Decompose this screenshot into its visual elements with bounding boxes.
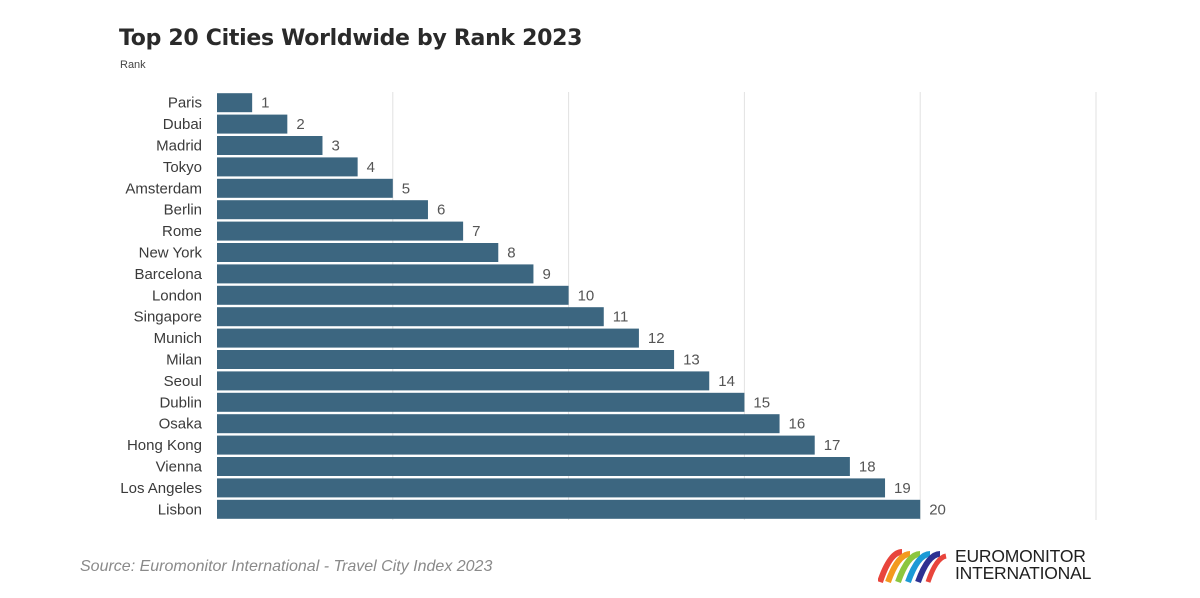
category-label: London (152, 287, 202, 304)
category-label: Hong Kong (127, 437, 202, 454)
category-label: Barcelona (134, 266, 202, 283)
value-label: 4 (367, 159, 375, 176)
value-label: 7 (472, 223, 480, 240)
bar (217, 157, 358, 177)
logo-line-1: EUROMONITOR (955, 546, 1086, 566)
category-label: Berlin (164, 202, 202, 219)
category-label: Tokyo (163, 159, 202, 176)
bar (217, 136, 323, 155)
bar (217, 243, 499, 262)
bar (217, 178, 393, 198)
source-note: Source: Euromonitor International - Trav… (80, 558, 493, 575)
bar (217, 221, 464, 241)
bar (217, 392, 745, 412)
category-label: Osaka (159, 416, 203, 433)
category-label: Los Angeles (120, 480, 202, 497)
category-label: Seoul (164, 373, 202, 390)
value-label: 2 (296, 116, 304, 133)
value-label: 6 (437, 202, 445, 219)
value-label: 3 (331, 138, 339, 155)
bar (217, 350, 675, 369)
value-label: 20 (929, 501, 946, 518)
category-label: Paris (168, 95, 202, 112)
bar (217, 499, 921, 519)
value-label: 18 (859, 459, 876, 476)
bar (217, 285, 569, 305)
category-label: Madrid (156, 138, 202, 155)
value-label: 15 (753, 394, 770, 411)
category-label: Dublin (159, 394, 202, 411)
category-label: Vienna (156, 459, 203, 476)
logo-line-2: INTERNATIONAL (955, 563, 1092, 583)
chart-subtitle: Rank (120, 59, 146, 71)
value-label: 16 (789, 416, 806, 433)
bars (217, 93, 921, 519)
value-label: 9 (542, 266, 550, 283)
value-label: 8 (507, 245, 515, 262)
category-label: Rome (162, 223, 202, 240)
category-labels: Paris Dubai Madrid Tokyo Amsterdam Berlin Rome… (120, 95, 202, 519)
category-label: Lisbon (158, 501, 202, 518)
bar (217, 114, 288, 134)
value-label: 14 (718, 373, 735, 390)
value-label: 5 (402, 180, 410, 197)
bar (217, 414, 780, 434)
category-label: Milan (166, 352, 202, 369)
bar (217, 478, 886, 498)
value-label: 17 (824, 437, 841, 454)
value-label: 12 (648, 330, 665, 347)
bar (217, 200, 428, 220)
value-label: 1 (261, 95, 269, 112)
category-label: Singapore (134, 309, 202, 326)
bar (217, 435, 815, 455)
bar (217, 457, 850, 476)
category-label: Dubai (163, 116, 202, 133)
gridlines (392, 92, 1097, 520)
euromonitor-arcs-logo (878, 549, 947, 584)
bar (217, 371, 710, 391)
euromonitor-logo: EUROMONITOR INTERNATIONAL (878, 546, 1093, 584)
value-label: 10 (578, 287, 595, 304)
category-label: New York (139, 245, 203, 262)
value-label: 13 (683, 352, 700, 369)
logo-text: EUROMONITOR INTERNATIONAL (955, 546, 1092, 583)
bar (217, 307, 604, 327)
category-label: Amsterdam (125, 180, 202, 197)
bar (217, 264, 534, 284)
bar (217, 93, 253, 113)
category-label: Munich (154, 330, 202, 347)
value-label: 19 (894, 480, 911, 497)
chart-title: Top 20 Cities Worldwide by Rank 2023 (119, 26, 583, 51)
bar (217, 328, 639, 348)
value-label: 11 (613, 309, 629, 326)
